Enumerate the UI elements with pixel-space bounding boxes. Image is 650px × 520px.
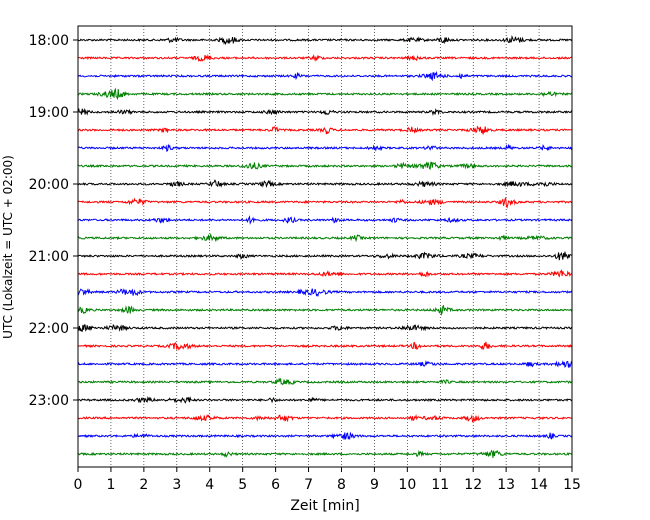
- trace-4: [77, 107, 573, 116]
- x-tick-label-4: 4: [205, 477, 214, 493]
- y-tick-label-5: 23:00: [29, 393, 69, 409]
- trace-7: [77, 161, 573, 171]
- trace-21: [77, 414, 573, 423]
- trace-16: [77, 323, 573, 332]
- x-axis-label: Zeit [min]: [290, 498, 359, 514]
- x-axis-ticks: 0 1 2 3 4 5 6 7 8 9 10 11 12 13 14 15: [74, 467, 581, 493]
- x-tick-label-6: 6: [271, 477, 280, 493]
- y-axis-label: UTC (Lokalzeit = UTC + 02:00): [1, 155, 15, 339]
- y-tick-label-0: 18:00: [29, 33, 69, 49]
- trace-19: [77, 377, 573, 386]
- x-tick-label-1: 1: [106, 477, 115, 493]
- x-tick-label-15: 15: [563, 477, 581, 493]
- trace-15: [77, 304, 573, 317]
- trace-5: [77, 125, 573, 135]
- trace-20: [77, 395, 573, 404]
- x-tick-label-8: 8: [337, 477, 346, 493]
- x-tick-label-14: 14: [530, 477, 548, 493]
- x-tick-label-12: 12: [464, 477, 482, 493]
- plot-frame: [77, 25, 573, 468]
- x-tick-label-11: 11: [431, 477, 449, 493]
- x-tick-label-13: 13: [497, 477, 515, 493]
- trace-22: [77, 431, 573, 441]
- trace-23: [77, 449, 573, 458]
- trace-14: [77, 288, 573, 298]
- trace-9: [77, 197, 573, 209]
- trace-10: [77, 215, 573, 225]
- trace-17: [77, 341, 573, 351]
- trace-1: [77, 53, 573, 62]
- x-tick-label-2: 2: [139, 477, 148, 493]
- trace-12: [77, 251, 573, 261]
- trace-11: [77, 233, 573, 243]
- trace-3: [77, 87, 573, 101]
- x-tick-label-3: 3: [172, 477, 181, 493]
- x-tick-label-10: 10: [398, 477, 416, 493]
- trace-8: [77, 179, 573, 188]
- trace-0: [77, 35, 573, 46]
- trace-18: [77, 360, 573, 369]
- y-tick-label-4: 22:00: [29, 321, 69, 337]
- y-axis-ticks: 18:00 19:00 20:00 21:00 22:00 23:00: [29, 33, 78, 409]
- x-tick-label-9: 9: [370, 477, 379, 493]
- x-tick-label-0: 0: [74, 477, 83, 493]
- x-tick-label-7: 7: [304, 477, 313, 493]
- trace-2: [77, 70, 573, 82]
- seismogram-traces: [77, 35, 573, 458]
- y-tick-label-1: 19:00: [29, 105, 69, 121]
- y-tick-label-2: 20:00: [29, 177, 69, 193]
- trace-6: [77, 143, 573, 153]
- trace-13: [77, 269, 573, 278]
- x-tick-label-5: 5: [238, 477, 247, 493]
- y-tick-label-3: 21:00: [29, 249, 69, 265]
